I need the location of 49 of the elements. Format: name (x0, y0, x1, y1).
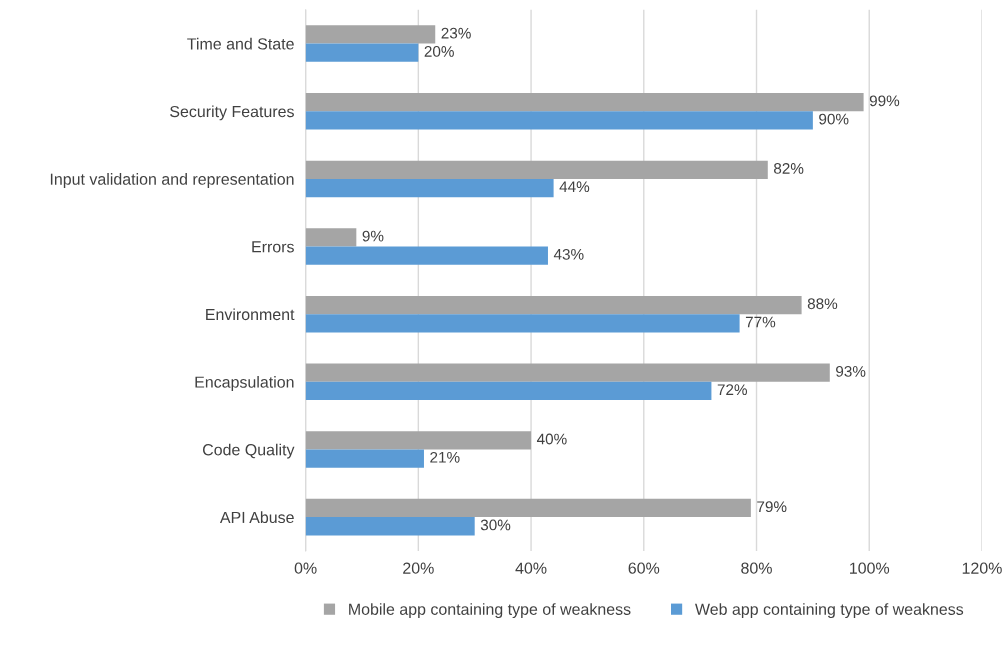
bar (305, 43, 419, 62)
y-tick-label: Input validation and representation (50, 173, 294, 188)
y-tick-label: Errors (252, 241, 294, 253)
legend-label: Mobile app containing type of weakness (349, 603, 631, 619)
data-label: 93% (836, 365, 866, 377)
data-label: 40% (536, 433, 567, 445)
y-tick-label: Time and State (187, 37, 294, 50)
data-label: 82% (774, 163, 804, 174)
data-label: 72% (717, 384, 748, 395)
x-tick-label: 40% (515, 562, 547, 574)
data-label: 79% (757, 501, 787, 513)
y-tick-label: Security Features (170, 105, 294, 121)
x-tick-label: 100% (850, 562, 890, 574)
data-label: 99% (869, 95, 900, 107)
data-label: 9% (362, 230, 384, 242)
data-label: 90% (819, 113, 849, 125)
bar (305, 228, 357, 247)
x-tick-label: 0% (294, 562, 317, 574)
bar (305, 449, 424, 468)
data-label: 23% (441, 27, 471, 39)
bar (305, 363, 830, 382)
data-label: 88% (807, 298, 838, 310)
data-label: 43% (553, 248, 584, 260)
y-tick-label: Encapsulation (195, 376, 294, 391)
bar (305, 517, 475, 536)
bar (305, 111, 813, 130)
x-tick-label: 120% (962, 562, 1002, 574)
bar (305, 431, 532, 450)
data-label: 44% (559, 181, 590, 193)
legend-label: Web app containing type of weakness (695, 603, 964, 619)
bar (305, 295, 802, 315)
bar (305, 92, 864, 112)
x-tick-label: 80% (741, 562, 772, 574)
x-tick-label: 20% (403, 562, 434, 574)
x-tick-label: 60% (628, 562, 660, 574)
y-tick-label: API Abuse (219, 511, 294, 524)
bar (305, 314, 740, 333)
y-tick-label: Code Quality (202, 443, 295, 459)
bar (305, 246, 548, 265)
data-label: 77% (745, 316, 776, 328)
bar (305, 381, 712, 401)
data-label: 30% (480, 519, 511, 531)
data-label: 21% (430, 451, 460, 463)
data-label: 20% (424, 46, 454, 57)
y-tick-label: Environment (206, 308, 295, 321)
bar (305, 160, 768, 179)
bar (305, 178, 554, 198)
bar (305, 25, 436, 44)
bar (305, 498, 751, 518)
